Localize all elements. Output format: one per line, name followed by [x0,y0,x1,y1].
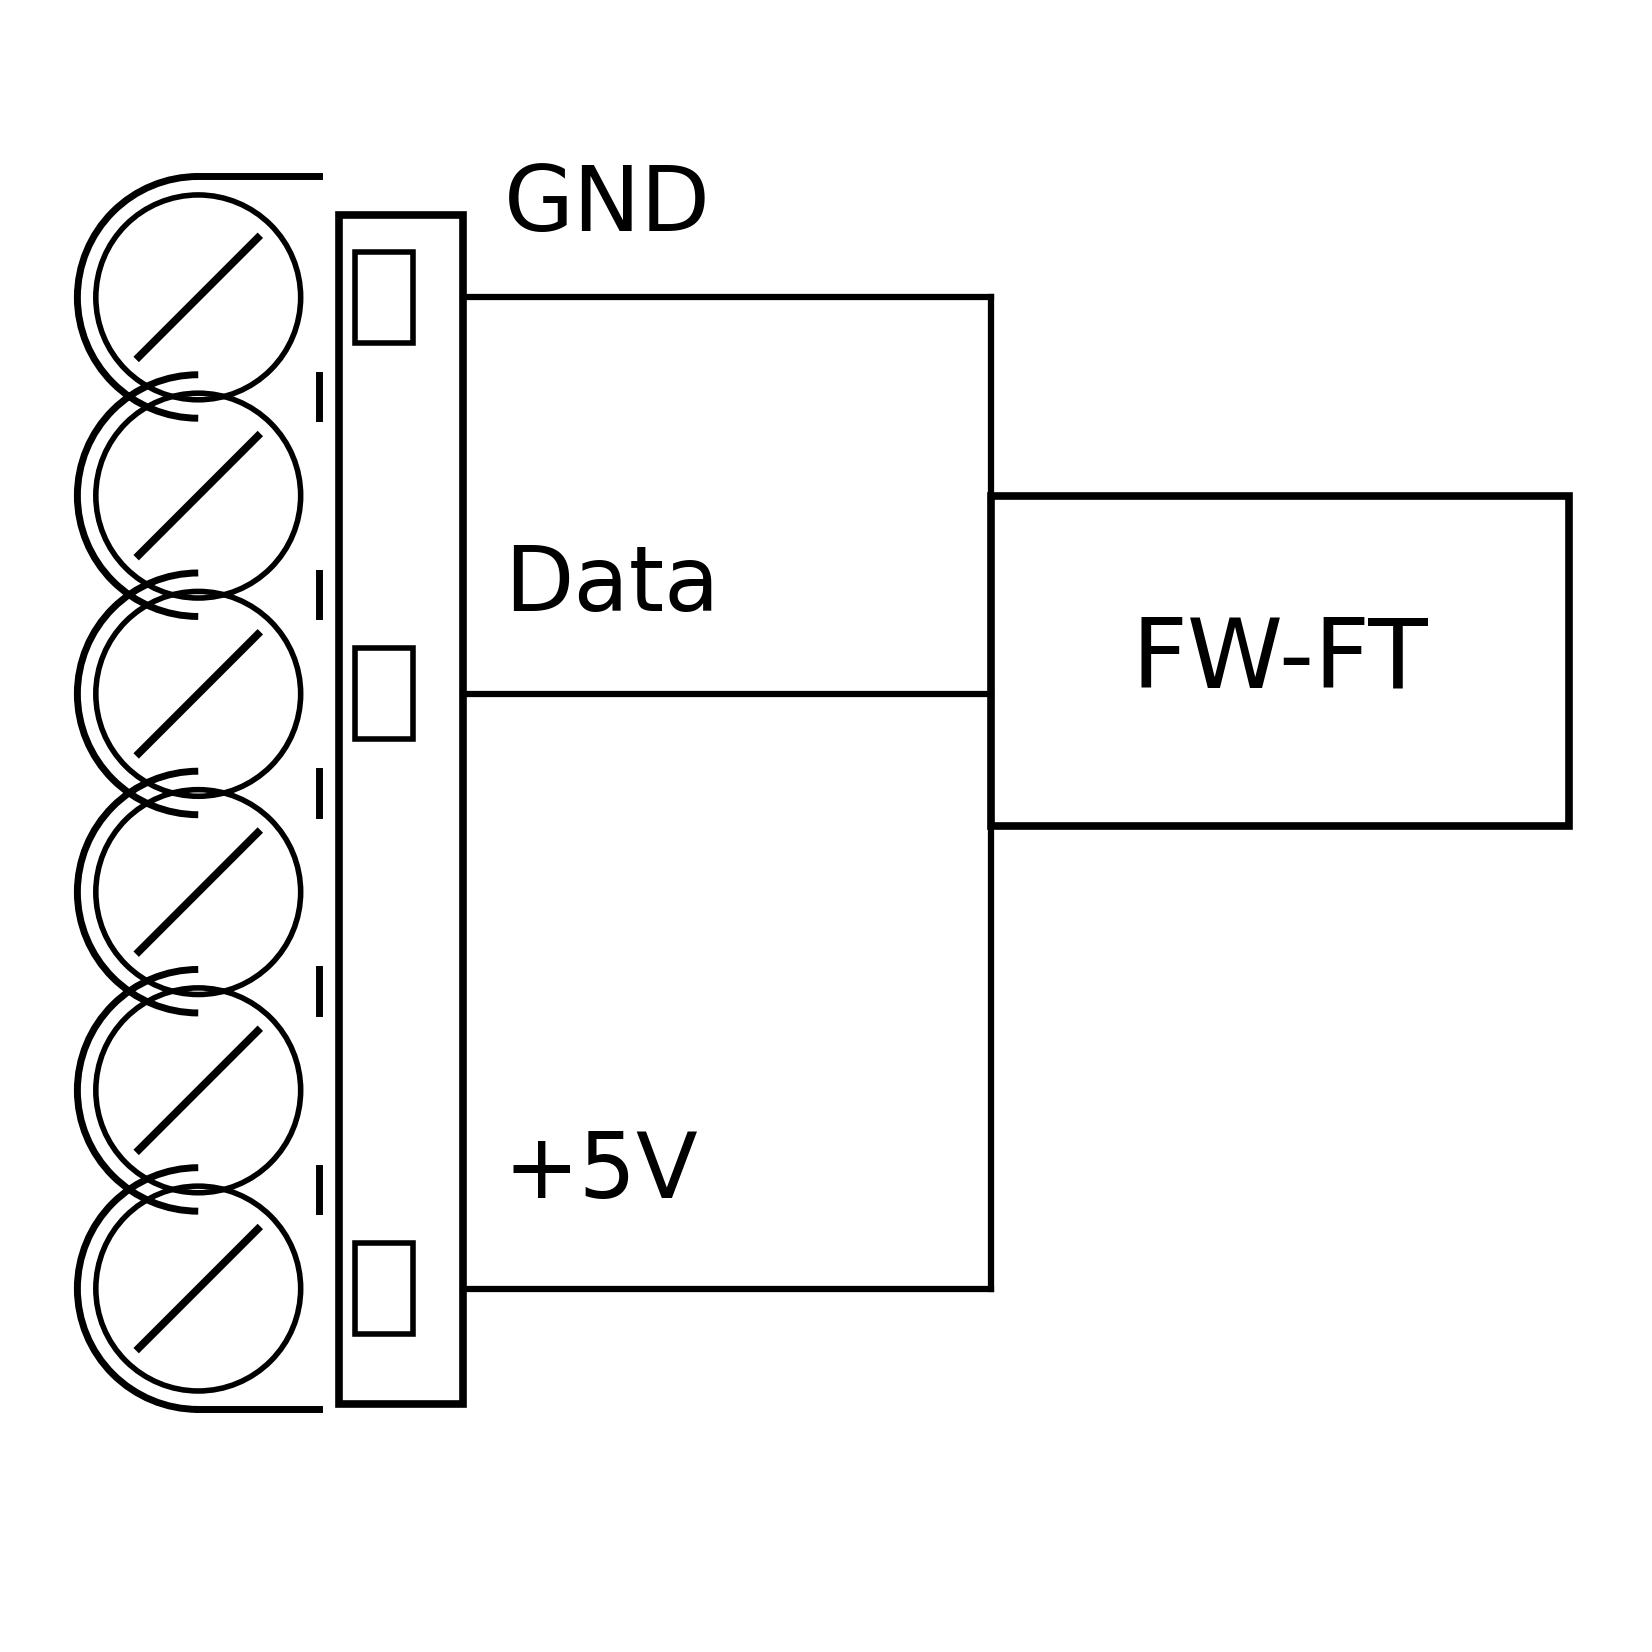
Bar [339,215,463,1404]
Bar [991,496,1569,826]
Bar [355,251,413,342]
Text: FW-FT: FW-FT [1132,615,1429,707]
Text: Data: Data [504,542,719,631]
Text: +5V: +5V [504,1128,699,1218]
Bar [355,1242,413,1333]
Bar [355,648,413,740]
Text: GND: GND [504,162,710,251]
